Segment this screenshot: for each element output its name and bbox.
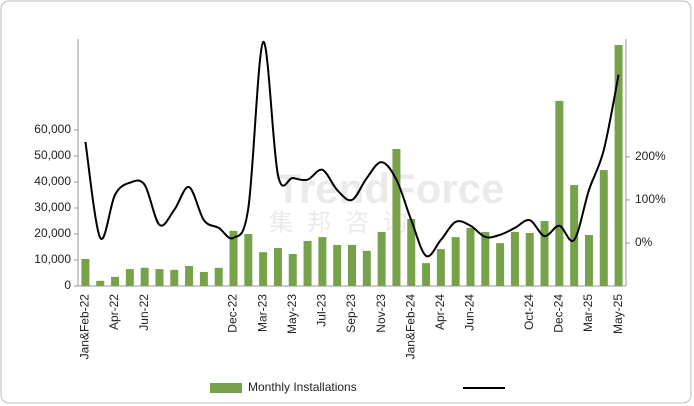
watermark: TrendForce	[276, 165, 505, 212]
bar	[377, 231, 386, 286]
bar	[362, 250, 371, 286]
y-tick-label: 60,000	[34, 122, 71, 136]
bar	[185, 265, 194, 286]
bar	[436, 249, 445, 286]
bar	[170, 269, 179, 286]
y-tick-label: 0	[64, 278, 71, 292]
bar	[555, 100, 564, 286]
bar	[273, 248, 282, 286]
bar	[303, 241, 312, 286]
y2-tick-label: 100%	[635, 192, 666, 206]
bar	[496, 243, 505, 286]
y-tick-label: 30,000	[34, 200, 71, 214]
x-tick-label: Jun-24	[463, 294, 477, 331]
bar	[510, 231, 519, 286]
bar	[614, 44, 623, 287]
bar	[244, 234, 253, 286]
bar	[81, 258, 90, 286]
bar	[540, 221, 549, 286]
bar	[318, 237, 327, 286]
bar	[392, 148, 401, 286]
bar	[407, 218, 416, 286]
bar	[214, 267, 223, 286]
x-tick-label: Jul-23	[315, 294, 329, 327]
x-tick-label: Sep-23	[344, 294, 358, 333]
y-tick-label: 50,000	[34, 148, 71, 162]
y-tick-label: 40,000	[34, 174, 71, 188]
x-tick-label: Mar-23	[255, 294, 269, 332]
x-tick-label: Apr-22	[107, 294, 121, 330]
bar	[229, 230, 238, 286]
y-tick-label: 10,000	[34, 252, 71, 266]
x-tick-label: May-23	[285, 294, 299, 334]
bar	[125, 269, 134, 286]
y2-tick-label: 0%	[635, 235, 653, 249]
bar	[570, 185, 579, 286]
bar	[481, 231, 490, 286]
y-tick-label: 20,000	[34, 226, 71, 240]
bar	[333, 244, 342, 286]
x-tick-label: Jun-22	[137, 294, 151, 331]
x-tick-label: Dec-24	[552, 294, 566, 333]
bar	[348, 244, 356, 286]
line	[84, 40, 620, 258]
x-tick-label: Dec-22	[226, 294, 240, 333]
legend-swatch	[210, 383, 242, 393]
x-tick-label: Jan&Feb-22	[78, 294, 92, 360]
watermark-sub: 集邦咨询	[269, 209, 421, 236]
x-tick-label: Apr-24	[433, 294, 447, 330]
bar	[259, 252, 268, 286]
bar	[155, 269, 164, 286]
bar	[599, 170, 608, 286]
bar	[466, 228, 475, 286]
bar	[140, 267, 149, 286]
bar	[288, 254, 297, 286]
bar	[451, 237, 460, 286]
x-tick-label: Oct-24	[522, 294, 536, 330]
bar	[525, 232, 534, 286]
x-tick-label: Nov-23	[374, 294, 388, 333]
bar	[96, 280, 105, 286]
legend-label: Monthly Installations	[248, 380, 357, 394]
bar	[199, 271, 208, 286]
bar	[111, 276, 120, 286]
y2-tick-label: 200%	[635, 149, 666, 163]
x-tick-label: May-25	[611, 294, 625, 334]
bar	[584, 235, 593, 286]
x-tick-label: Mar-25	[581, 294, 595, 332]
x-tick-label: Jan&Feb-24	[403, 294, 417, 360]
bar	[422, 263, 431, 286]
